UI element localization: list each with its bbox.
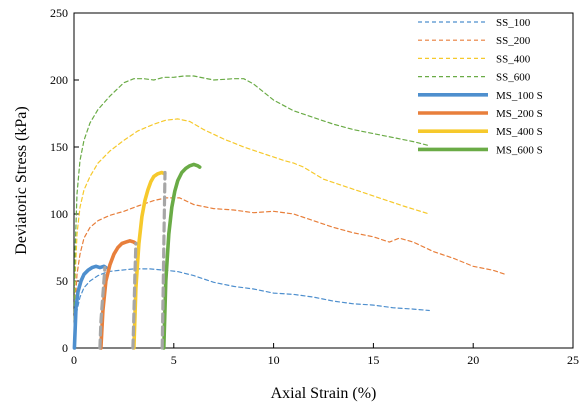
legend-label-ss-100: SS_100 (496, 17, 531, 29)
x-tick-label: 25 (567, 353, 579, 367)
y-tick-label: 200 (50, 73, 68, 87)
legend-label-ss-200: SS_200 (496, 35, 531, 47)
x-tick-label: 20 (467, 353, 479, 367)
legend-label-ms-200-s: MS_200 S (496, 108, 543, 120)
y-tick-label: 0 (62, 341, 68, 355)
y-axis: 0 50 100 150 200 250 (50, 6, 79, 355)
series-line-ss-200 (73, 197, 506, 349)
series-line-ss-400 (73, 118, 430, 349)
series-line-ms-400-s (132, 170, 167, 350)
series-line-unloading (131, 241, 138, 350)
series-layer (72, 75, 506, 350)
series-line-ms-200-s (99, 239, 138, 350)
x-tick-label: 5 (171, 353, 177, 367)
y-tick-label: 50 (56, 274, 68, 288)
legend-label-ss-400: SS_400 (496, 53, 531, 65)
series-line-ss-100 (73, 268, 430, 349)
legend-label-ms-400-s: MS_400 S (496, 126, 543, 138)
x-tick-label: 10 (268, 353, 280, 367)
y-tick-label: 250 (50, 6, 68, 20)
series-line-unloading (160, 170, 167, 350)
plot-area (73, 12, 574, 349)
legend-label-ss-600: SS_600 (496, 72, 531, 84)
series-line-ms-600-s (162, 162, 202, 350)
legend-label-ms-600-s: MS_600 S (496, 144, 543, 156)
plot-frame (73, 12, 574, 349)
legend: SS_100 SS_200 SS_400 SS_600 MS_100 S MS_200 S… (418, 17, 543, 156)
x-tick-label: 15 (367, 353, 379, 367)
series-line-ms-100-s (72, 264, 108, 350)
x-axis-title: Axial Strain (%) (271, 385, 377, 402)
y-tick-label: 150 (50, 140, 68, 154)
x-axis: 0 5 10 15 20 25 (71, 343, 579, 367)
x-tick-label: 0 (71, 353, 77, 367)
y-tick-label: 100 (50, 207, 68, 221)
legend-label-ms-100-s: MS_100 S (496, 90, 543, 102)
series-line-ss-600 (73, 75, 430, 349)
y-axis-title: Deviatoric Stress (kPa) (13, 106, 30, 254)
series-line-unloading (98, 266, 107, 350)
